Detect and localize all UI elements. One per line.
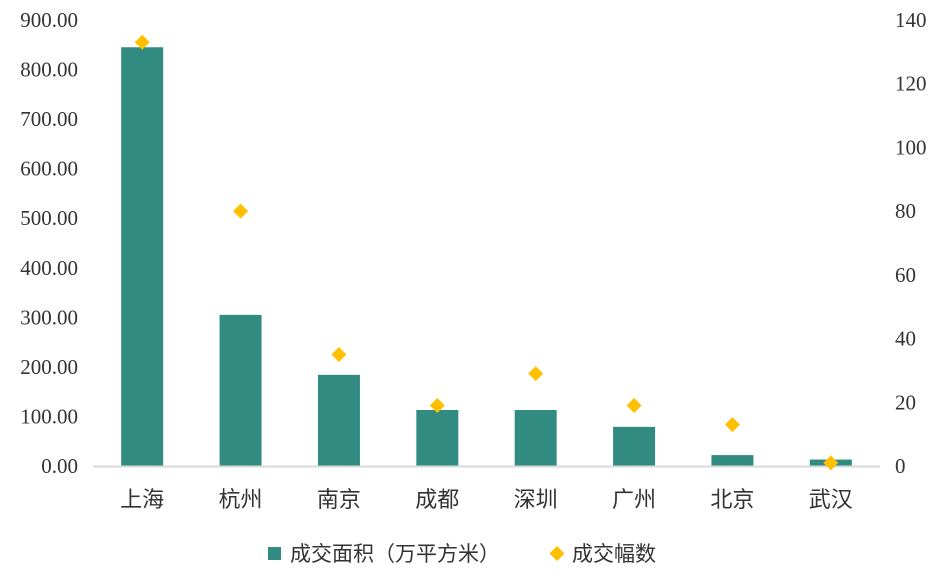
left-axis-tick-label: 700.00 — [20, 107, 78, 131]
left-axis-tick-label: 600.00 — [20, 157, 78, 181]
left-axis-tick-label: 900.00 — [20, 8, 78, 32]
right-axis-tick-label: 120 — [895, 72, 927, 96]
category-label: 杭州 — [219, 487, 263, 512]
right-axis-tick-label: 60 — [895, 263, 916, 287]
bar — [613, 426, 656, 466]
bar — [416, 410, 459, 466]
category-label: 武汉 — [809, 487, 853, 512]
left-axis-tick-label: 400.00 — [20, 256, 78, 280]
right-axis-tick-label: 100 — [895, 135, 927, 159]
bar — [514, 410, 557, 466]
category-label: 上海 — [120, 487, 164, 512]
diamond-marker — [724, 417, 740, 433]
legend-bar-swatch — [268, 547, 281, 560]
diamond-marker — [134, 34, 150, 50]
bar — [121, 47, 164, 466]
left-axis-tick-label: 0.00 — [41, 454, 78, 478]
right-axis-tick-label: 40 — [895, 327, 916, 351]
diamond-marker — [528, 366, 544, 382]
diamond-marker — [626, 397, 642, 413]
bar — [711, 455, 754, 466]
category-label: 北京 — [710, 487, 754, 512]
category-label: 广州 — [612, 487, 656, 512]
diamond-marker — [823, 455, 839, 471]
diamond-marker — [429, 397, 445, 413]
legend-bar-label: 成交面积（万平方米） — [290, 542, 500, 566]
right-axis-tick-label: 140 — [895, 8, 927, 32]
legend-diamond-label: 成交幅数 — [572, 542, 656, 566]
diamond-marker — [233, 203, 249, 219]
category-label: 深圳 — [514, 487, 558, 512]
legend-diamond-swatch — [549, 546, 565, 561]
right-axis-tick-label: 80 — [895, 199, 916, 223]
right-axis-tick-label: 0 — [895, 454, 906, 478]
left-axis-tick-label: 100.00 — [20, 404, 78, 428]
left-axis-tick-label: 300.00 — [20, 305, 78, 329]
left-axis-tick-label: 500.00 — [20, 206, 78, 230]
right-axis-tick-label: 20 — [895, 390, 916, 414]
bar — [219, 314, 262, 466]
left-axis-tick-label: 200.00 — [20, 355, 78, 379]
category-label: 南京 — [317, 487, 361, 512]
category-label: 成都 — [415, 487, 459, 512]
left-axis-tick-label: 800.00 — [20, 58, 78, 82]
diamond-marker — [331, 347, 347, 362]
bar — [317, 374, 360, 466]
